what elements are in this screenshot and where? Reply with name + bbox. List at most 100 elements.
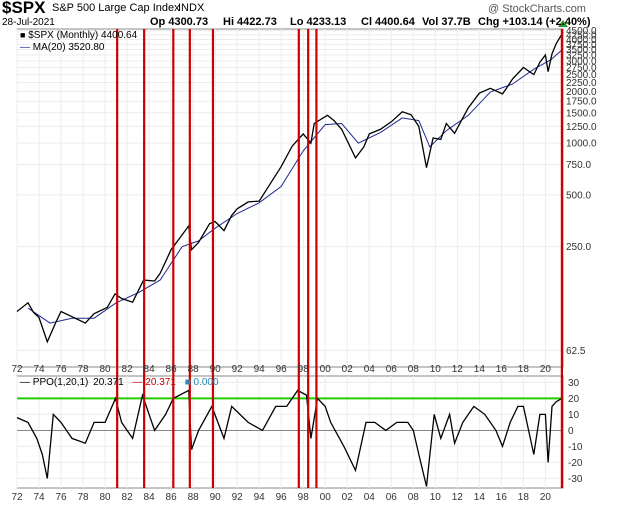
ppo-x-tick-label: 14 [474,492,486,503]
price-x-tick-label: 72 [11,364,23,375]
ppo-x-tick-label: 72 [11,492,23,503]
price-y-tick-label: 4250.0 [566,30,597,41]
price-x-tick-label: 14 [474,364,486,375]
ppo-x-tick-label: 76 [55,492,67,503]
ppo-x-tick-label: 88 [188,492,200,503]
price-x-tick-labels: 72 74 76 78 80 82 84 86 88 90 92 94 96 98 00 02 04 06 08 10… [11,364,551,375]
price-y-tick-label: 1000.0 [566,139,597,150]
price-y-tick-label: 1750.0 [566,97,597,108]
ppo-x-tick-label: 74 [33,492,45,503]
up-arrow-icon [558,20,568,27]
ppo-x-tick-label: 06 [386,492,398,503]
price-y-tick-label: 3250.0 [566,50,597,61]
price-y-tick-label: 2000.0 [566,87,597,98]
ppo-x-tick-label: 12 [452,492,464,503]
price-x-tick-label: 94 [254,364,266,375]
ppo-panel-frame [16,375,564,489]
price-x-tick-label: 90 [210,364,222,375]
legend-main-label: $SPX (Monthly) 4400.64 [28,30,138,41]
price-x-tick-label: 20 [540,364,552,375]
price-x-tick-label: 04 [364,364,376,375]
legend-main: ■ $SPX (Monthly) 4400.64 [20,30,137,41]
price-x-tick-label: 16 [496,364,508,375]
legend-main-swatch-icon: ■ [20,30,26,40]
price-x-tick-label: 88 [188,364,200,375]
price-y-tick-label: 62.5 [566,346,586,357]
price-x-tick-label: 06 [386,364,398,375]
ppo-x-tick-label: 92 [232,492,244,503]
price-y-tick-label: 3750.0 [566,40,597,51]
exchange-label: INDX [178,2,205,14]
price-x-tick-label: 74 [33,364,45,375]
price-y-tick-label: 2750.0 [566,63,597,74]
index-name: S&P 500 Large Cap Index [52,2,180,14]
ppo-y-tick-labels: 30 20 10 0 -10 -20 -30 [568,378,583,485]
legend-ppo-value-1: 20.371 [93,377,124,388]
ppo-y-tick-label: -30 [568,474,583,485]
price-y-tick-label: 3000.0 [566,56,597,67]
date-label: 28-Jul-2021 [2,17,55,28]
open-value: Op 4300.73 [150,16,209,28]
price-y-tick-labels: 62.5 250.0 500.0 750.0 1000.0 1250.0 1500.0175… [566,26,597,357]
price-x-tick-label: 80 [100,364,112,375]
ppo-x-tick-label: 04 [364,492,376,503]
ppo-x-tick-label: 80 [100,492,112,503]
price-y-tick-label: 1500.0 [566,108,597,119]
price-x-tick-label: 84 [144,364,156,375]
price-y-tick-label: 750.0 [566,160,591,171]
ppo-y-tick-label: 10 [568,410,580,421]
price-x-tick-label: 86 [166,364,178,375]
symbol: $SPX [2,0,46,17]
price-x-tick-label: 18 [518,364,530,375]
change-value: Chg +103.14 (+2.40%) [478,16,591,28]
volume-value: Vol 37.7B [422,16,471,28]
ppo-x-tick-label: 86 [166,492,178,503]
legend-ma: — MA(20) 3520.80 [20,42,105,53]
ppo-y-tick-label: 30 [568,378,580,389]
ppo-series-line [16,389,564,487]
legend-ppo-value-2-swatch-icon: — [132,377,143,388]
ppo-x-tick-label: 10 [430,492,442,503]
ppo-x-tick-label: 08 [408,492,420,503]
legend-ma-label: MA(20) 3520.80 [32,42,105,53]
price-x-tick-label: 02 [342,364,354,375]
price-gridlines [16,29,563,367]
price-y-tick-label: 4500.0 [566,26,597,37]
legend-ppo-swatch-icon: — [20,377,30,388]
signal-vertical-lines [116,29,563,488]
ppo-x-tick-labels: 72 74 76 78 80 82 84 86 88 90 92 94 96 98 00 02 04 06 08 10… [11,492,551,503]
price-x-tick-label: 98 [298,364,310,375]
ma-series-line [27,48,564,324]
price-y-tick-label: 2250.0 [566,78,597,89]
price-y-tick-label: 1250.0 [566,122,597,133]
price-x-tick-label: 96 [276,364,288,375]
close-value: Cl 4400.64 [361,16,415,28]
ppo-x-tick-label: 84 [144,492,156,503]
ppo-x-tick-label: 18 [518,492,530,503]
price-x-tick-label: 12 [452,364,464,375]
ppo-x-tick-label: 98 [298,492,310,503]
price-x-tick-label: 92 [232,364,244,375]
ppo-x-tick-label: 94 [254,492,266,503]
price-x-tick-label: 76 [55,364,67,375]
ppo-x-tick-label: 16 [496,492,508,503]
ppo-x-tick-label: 90 [210,492,222,503]
legend-ppo-value-3: 0.000 [193,377,219,388]
ppo-x-tick-label: 00 [320,492,332,503]
price-x-tick-label: 78 [77,364,89,375]
price-y-tick-label: 3500.0 [566,45,597,56]
price-y-tick-label: 250.0 [566,242,591,253]
price-y-tick-label: 2500.0 [566,70,597,81]
legend-ppo-value-3-swatch-icon: ■ [184,377,191,388]
ppo-x-tick-label: 78 [77,492,89,503]
ppo-x-tick-label: 02 [342,492,354,503]
price-y-tick-label: 4000.0 [566,35,597,46]
price-x-tick-label: 00 [320,364,332,375]
ppo-x-tick-label: 20 [540,492,552,503]
price-x-tick-label: 08 [408,364,420,375]
ppo-x-tick-label: 82 [122,492,134,503]
price-panel-frame [16,28,564,368]
stockcharts-watermark: @ StockCharts.com [488,3,586,15]
price-x-tick-label: 82 [122,364,134,375]
